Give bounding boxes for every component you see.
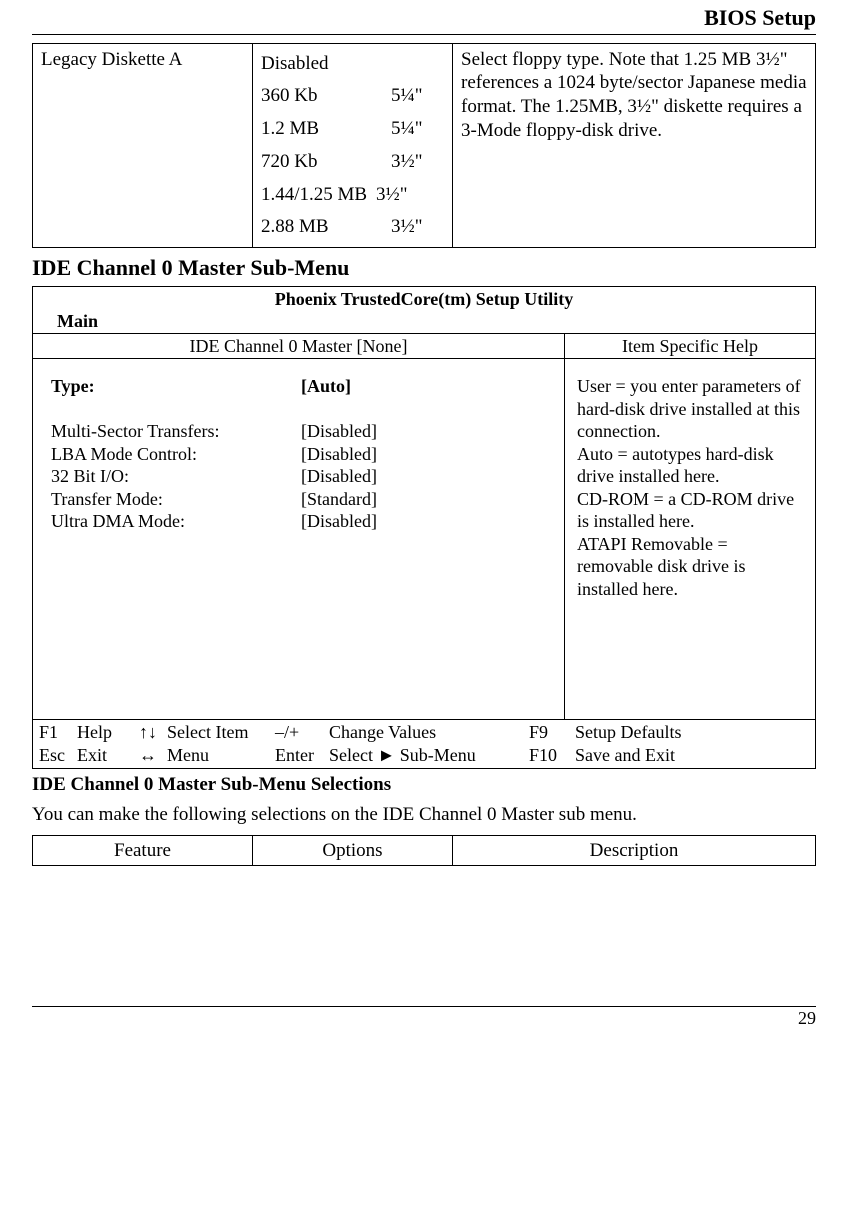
- bios-help-text: User = you enter parameters of hard-disk…: [565, 359, 815, 719]
- bios-utility-box: Phoenix TrustedCore(tm) Setup Utility Ma…: [32, 286, 816, 770]
- bios-field-label: Ultra DMA Mode:: [51, 510, 301, 533]
- section-heading: IDE Channel 0 Master Sub-Menu: [32, 254, 816, 282]
- key-enter-label: Select ► Sub-Menu: [329, 744, 529, 767]
- diskette-table: Legacy Diskette A Disabled 360 Kb5¼" 1.2…: [32, 43, 816, 249]
- key-f9: F9: [529, 721, 575, 744]
- feat-col-description: Description: [453, 835, 816, 866]
- subsection-heading: IDE Channel 0 Master Sub-Menu Selections: [32, 773, 816, 797]
- bios-field: Ultra DMA Mode: [Disabled]: [51, 510, 556, 533]
- bios-body: Type: [Auto] Multi-Sector Transfers: [Di…: [33, 359, 815, 720]
- bios-utility-header: Phoenix TrustedCore(tm) Setup Utility Ma…: [33, 287, 815, 334]
- key-leftright-label: Menu: [167, 744, 275, 767]
- header-rule: [32, 34, 816, 35]
- diskette-feature-cell: Legacy Diskette A: [33, 43, 253, 248]
- feat-col-feature: Feature: [33, 835, 253, 866]
- bios-field-spacer: [51, 398, 556, 421]
- page-number: 29: [798, 1008, 816, 1028]
- key-f10: F10: [529, 744, 575, 767]
- diskette-option: Disabled: [261, 52, 446, 76]
- key-esc-label: Exit: [77, 744, 139, 767]
- diskette-option: 720 Kb3½": [261, 150, 446, 174]
- bios-field: Multi-Sector Transfers: [Disabled]: [51, 420, 556, 443]
- bios-field-value: [Disabled]: [301, 443, 377, 466]
- diskette-options-list: Disabled 360 Kb5¼" 1.2 MB5¼" 720 Kb3½" 1…: [261, 52, 446, 240]
- diskette-option: 1.2 MB5¼": [261, 117, 446, 141]
- key-esc: Esc: [39, 744, 77, 767]
- key-leftright: ↔: [139, 744, 167, 767]
- bios-field: 32 Bit I/O: [Disabled]: [51, 465, 556, 488]
- feature-table: Feature Options Description: [32, 835, 816, 867]
- page-number-area: 29: [32, 1006, 816, 1030]
- key-plusminus-label: Change Values: [329, 721, 529, 744]
- key-f10-label: Save and Exit: [575, 744, 811, 767]
- bios-title-row: IDE Channel 0 Master [None] Item Specifi…: [33, 334, 815, 360]
- bios-field: Type: [Auto]: [51, 375, 556, 398]
- key-plusminus: –/+: [275, 721, 329, 744]
- bios-field-value: [Disabled]: [301, 510, 377, 533]
- key-updown: ↑↓: [139, 721, 167, 744]
- bios-field-label: LBA Mode Control:: [51, 443, 301, 466]
- footer-rule: [32, 1006, 816, 1007]
- key-f9-label: Setup Defaults: [575, 721, 811, 744]
- bios-field-label: Type:: [51, 375, 301, 398]
- diskette-option: 2.88 MB3½": [261, 215, 446, 239]
- key-f1: F1: [39, 721, 77, 744]
- bios-fields: Type: [Auto] Multi-Sector Transfers: [Di…: [33, 359, 565, 719]
- diskette-options-cell: Disabled 360 Kb5¼" 1.2 MB5¼" 720 Kb3½" 1…: [253, 43, 453, 248]
- bios-left-title: IDE Channel 0 Master [None]: [33, 334, 565, 359]
- bios-tab-main: Main: [33, 310, 815, 333]
- key-enter: Enter: [275, 744, 329, 767]
- page-header-title: BIOS Setup: [32, 0, 816, 32]
- bios-field-value: [Disabled]: [301, 465, 377, 488]
- bios-field-label: Transfer Mode:: [51, 488, 301, 511]
- diskette-description-cell: Select floppy type. Note that 1.25 MB 3½…: [453, 43, 816, 248]
- bios-field-value: [Standard]: [301, 488, 377, 511]
- bios-utility-title: Phoenix TrustedCore(tm) Setup Utility: [33, 288, 815, 311]
- key-updown-label: Select Item: [167, 721, 275, 744]
- bios-field: Transfer Mode: [Standard]: [51, 488, 556, 511]
- bios-field-label: Multi-Sector Transfers:: [51, 420, 301, 443]
- page-container: BIOS Setup Legacy Diskette A Disabled 36…: [0, 0, 848, 1030]
- key-f1-label: Help: [77, 721, 139, 744]
- bios-right-title: Item Specific Help: [565, 334, 815, 359]
- feat-col-options: Options: [253, 835, 453, 866]
- bios-field-value: [Auto]: [301, 375, 351, 398]
- diskette-option: 1.44/1.25 MB3½": [261, 183, 446, 207]
- subsection-text: You can make the following selections on…: [32, 803, 816, 827]
- bios-field-label: 32 Bit I/O:: [51, 465, 301, 488]
- bios-key-legend: F1 Help ↑↓ Select Item –/+ Change Values…: [33, 720, 815, 768]
- bios-field: LBA Mode Control: [Disabled]: [51, 443, 556, 466]
- bios-field-value: [Disabled]: [301, 420, 377, 443]
- diskette-option: 360 Kb5¼": [261, 84, 446, 108]
